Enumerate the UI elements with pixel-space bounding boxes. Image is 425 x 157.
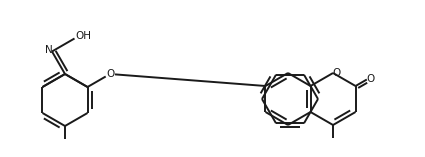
Text: O: O	[106, 69, 114, 79]
Text: O: O	[367, 75, 375, 84]
Text: OH: OH	[76, 32, 91, 41]
Text: N: N	[45, 46, 53, 55]
Text: O: O	[332, 68, 340, 78]
